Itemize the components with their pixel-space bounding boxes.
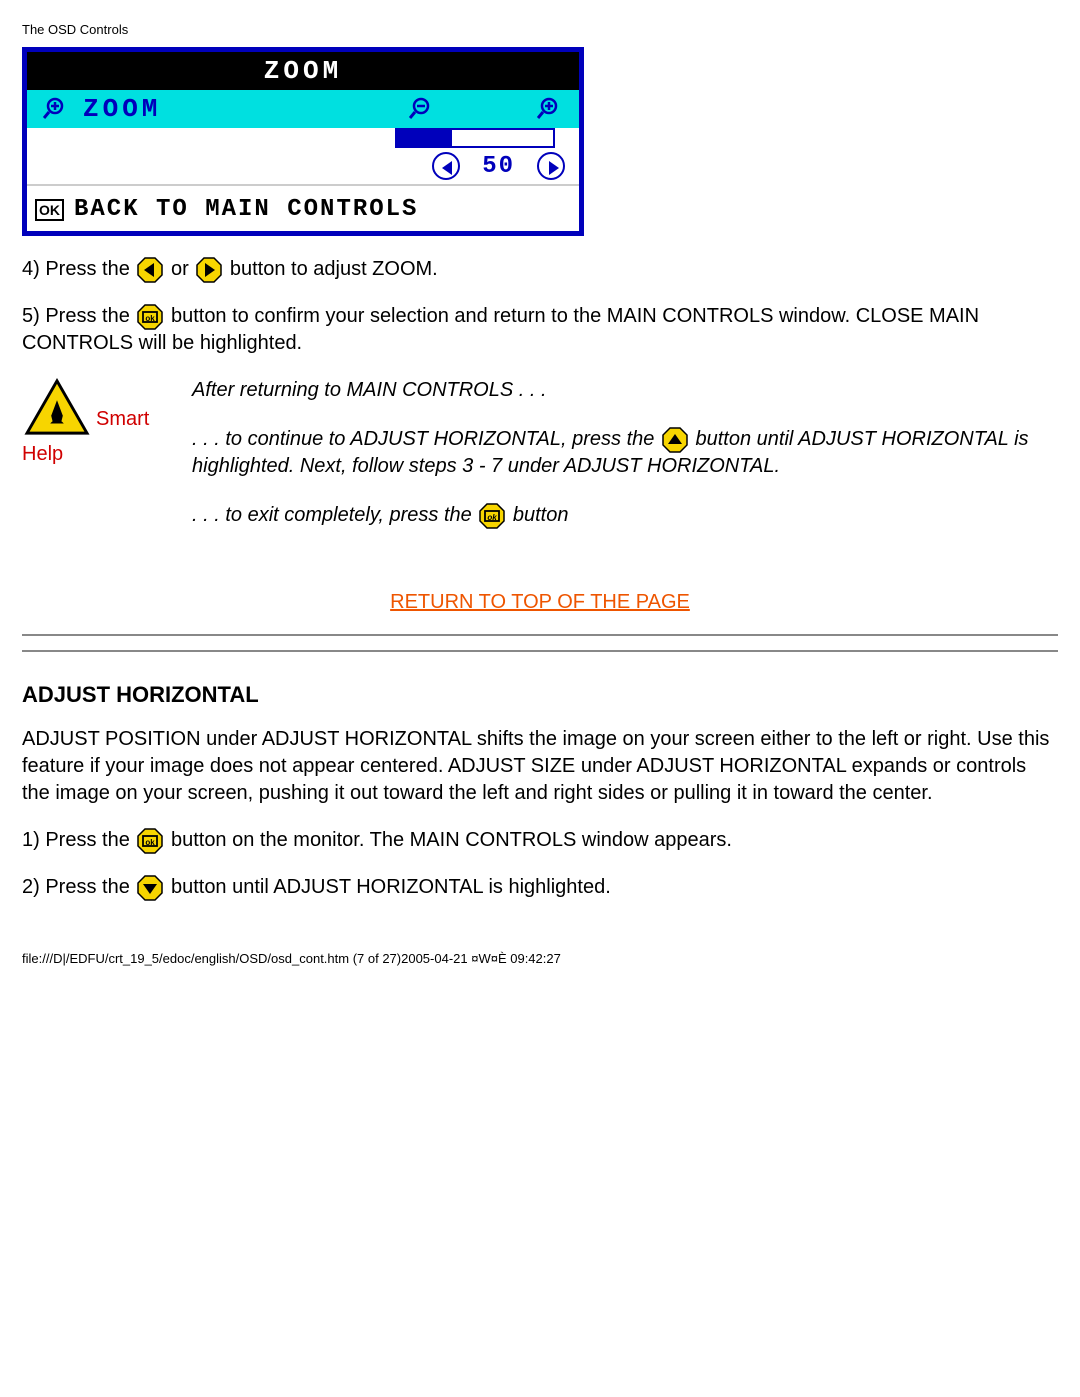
zoom-slider[interactable] [395, 128, 555, 148]
right-button-icon [196, 257, 222, 283]
section-intro: ADJUST POSITION under ADJUST HORIZONTAL … [22, 726, 1058, 807]
smart-help-block: Smart Help After returning to MAIN CONTR… [22, 377, 1058, 551]
section-step-1: 1) Press the button on the monitor. The … [22, 827, 1058, 854]
osd-back-label: BACK TO MAIN CONTROLS [74, 196, 418, 223]
smart-label: Smart [96, 408, 149, 431]
return-to-top-link[interactable]: RETURN TO TOP OF THE PAGE [390, 591, 690, 613]
divider [22, 650, 1058, 652]
down-button-icon [137, 875, 163, 901]
osd-value-row: 50 [27, 150, 579, 184]
up-button-icon [662, 427, 688, 453]
smart-para-1: After returning to MAIN CONTROLS . . . [192, 377, 1058, 404]
page-header: The OSD Controls [22, 22, 1058, 37]
decrease-button[interactable] [432, 152, 460, 180]
ok-icon: OK [35, 199, 64, 221]
section-step-2: 2) Press the button until ADJUST HORIZON… [22, 874, 1058, 901]
osd-back-row[interactable]: OK BACK TO MAIN CONTROLS [27, 186, 579, 231]
osd-slider-row [27, 128, 579, 150]
footer-path: file:///D|/EDFU/crt_19_5/edoc/english/OS… [22, 951, 1058, 966]
increase-button[interactable] [537, 152, 565, 180]
magnify-minus-icon [409, 96, 435, 122]
step-5: 5) Press the button to confirm your sele… [22, 303, 1058, 357]
step-4: 4) Press the or button to adjust ZOOM. [22, 256, 1058, 283]
return-to-top[interactable]: RETURN TO TOP OF THE PAGE [22, 591, 1058, 614]
smart-para-3: . . . to exit completely, press the butt… [192, 502, 1058, 529]
help-label: Help [22, 443, 192, 466]
ok-button-icon [137, 828, 163, 854]
magnify-plus-icon-right [537, 96, 563, 122]
smart-para-2: . . . to continue to ADJUST HORIZONTAL, … [192, 426, 1058, 480]
ok-button-icon [137, 304, 163, 330]
magnify-plus-icon [43, 96, 69, 122]
ok-button-icon [479, 503, 505, 529]
zoom-value: 50 [482, 153, 515, 180]
left-button-icon [137, 257, 163, 283]
osd-title: ZOOM [27, 52, 579, 90]
osd-zoom-panel: ZOOM ZOOM 50 OK BACK TO MAIN CONTROLS [22, 47, 584, 236]
osd-zoom-label: ZOOM [83, 94, 161, 124]
warning-icon [22, 377, 92, 437]
osd-zoom-row: ZOOM [27, 90, 579, 128]
section-heading: ADJUST HORIZONTAL [22, 682, 1058, 708]
divider [22, 634, 1058, 636]
